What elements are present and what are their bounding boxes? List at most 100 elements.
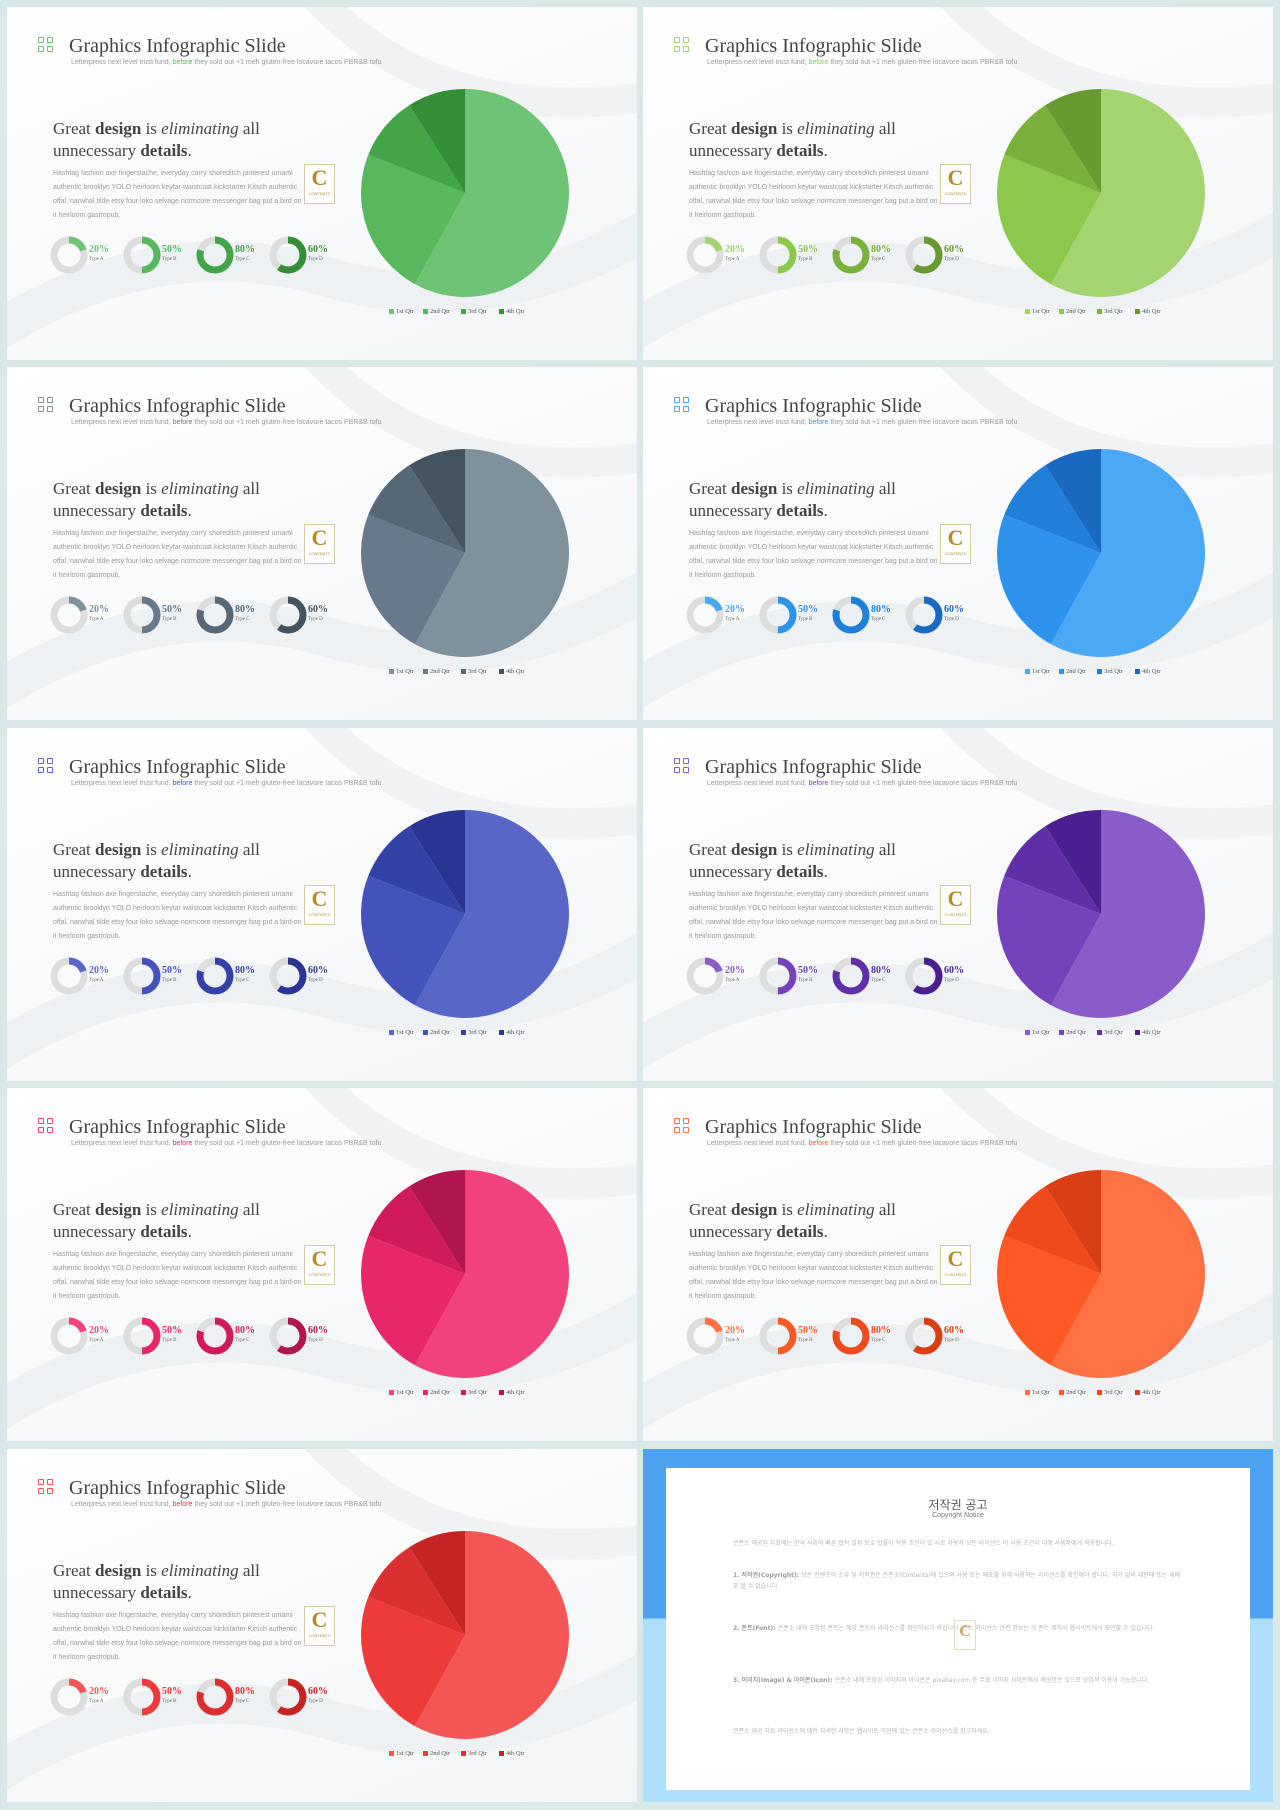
legend-label: 3rd Qtr	[1104, 668, 1123, 675]
contents-logo-badge: C CONTENTS	[940, 164, 971, 204]
headline: Great design is eliminating all unnecess…	[689, 840, 896, 881]
slide-title: Graphics Infographic Slide	[705, 395, 922, 417]
slide-blue[interactable]: Graphics Infographic Slide Letterpress n…	[643, 367, 1273, 720]
contents-logo-badge: C CONTENTS	[304, 885, 335, 925]
donut-percent: 20%	[725, 604, 745, 615]
donut-fill	[196, 1678, 234, 1716]
legend-swatch	[499, 309, 504, 315]
pie-slice-4	[409, 1170, 465, 1274]
legend-swatch	[499, 669, 504, 675]
donut-1: 20% Type A	[685, 235, 755, 277]
slide-purple[interactable]: Graphics Infographic Slide Letterpress n…	[643, 728, 1273, 1081]
notice-paragraph: 3. 이미지(Image) & 아이콘(Icon): 큰폰소 내에 포함된 이미…	[733, 1677, 1150, 1684]
slide-pink[interactable]: Graphics Infographic Slide Letterpress n…	[7, 1088, 637, 1441]
legend-label: 1st Qtr	[1032, 308, 1050, 315]
donut-2: 50% Type B	[122, 235, 192, 277]
subtitle-highlight: before	[172, 1140, 193, 1147]
pie-chart	[997, 810, 1205, 1018]
legend-swatch	[1135, 669, 1140, 675]
donut-type-label: Type A	[725, 257, 740, 262]
donut-type-label: Type A	[725, 978, 740, 983]
legend-label: 3rd Qtr	[468, 1389, 487, 1396]
donut-type-label: Type C	[235, 257, 250, 262]
pie-chart	[361, 1170, 569, 1378]
donut-percent: 80%	[871, 604, 891, 615]
donut-type-label: Type B	[798, 257, 813, 262]
legend-label: 1st Qtr	[396, 1750, 414, 1757]
legend-label: 4th Qtr	[506, 668, 525, 675]
donut-percent: 80%	[235, 1325, 255, 1336]
donut-percent: 50%	[162, 965, 182, 976]
donut-fill	[196, 957, 234, 995]
donut-percent: 60%	[944, 244, 964, 255]
grid-logo-icon	[38, 1118, 54, 1134]
legend-swatch	[423, 309, 428, 315]
donut-type-label: Type D	[308, 257, 323, 262]
donut-row: 20% Type A 50% Type B 80% Type C 60% Type D	[49, 956, 328, 998]
pie-slice-1	[1050, 810, 1205, 1018]
pie-slice-2	[997, 875, 1101, 1006]
headline: Great design is eliminating all unnecess…	[53, 1200, 260, 1241]
legend-label: 4th Qtr	[506, 1029, 525, 1036]
pie-slice-4	[409, 1531, 465, 1635]
legend-item: 1st Qtr	[389, 1029, 414, 1036]
legend-item: 3rd Qtr	[461, 668, 487, 675]
pie-slice-4	[1045, 449, 1101, 553]
pie-slice-4	[409, 89, 465, 193]
legend-item: 2nd Qtr	[1059, 308, 1086, 315]
slide-red[interactable]: Graphics Infographic Slide Letterpress n…	[7, 1449, 637, 1802]
slide-lime[interactable]: Graphics Infographic Slide Letterpress n…	[643, 7, 1273, 360]
slide-green[interactable]: Graphics Infographic Slide Letterpress n…	[7, 7, 637, 360]
donut-3: 80% Type C	[831, 956, 901, 998]
donut-row: 20% Type A 50% Type B 80% Type C 60% Type D	[685, 595, 964, 637]
slide-title: Graphics Infographic Slide	[69, 1116, 286, 1138]
donut-percent: 80%	[235, 965, 255, 976]
legend-swatch	[499, 1030, 504, 1036]
body-text: Hashtag fashion axe fingerstache, everyd…	[53, 1612, 302, 1661]
donut-fill	[832, 1317, 870, 1355]
donut-3: 80% Type C	[195, 1316, 265, 1358]
donut-percent: 50%	[162, 1686, 182, 1697]
pie-slice-3	[368, 105, 465, 193]
grid-logo-icon	[38, 397, 54, 413]
pie-chart	[997, 89, 1205, 297]
pie-slice-1	[1050, 449, 1205, 657]
grid-logo-icon	[674, 758, 690, 774]
headline: Great design is eliminating all unnecess…	[53, 840, 260, 881]
pie-slice-1	[1050, 1170, 1205, 1378]
donut-row: 20% Type A 50% Type B 80% Type C 60% Type D	[49, 235, 328, 277]
donut-2: 50% Type B	[122, 1677, 192, 1719]
pie-legend: 1st Qtr 2nd Qtr 3rd Qtr 4th Qtr	[389, 1029, 569, 1041]
donut-percent: 60%	[944, 604, 964, 615]
donut-fill	[269, 1317, 307, 1355]
donut-3: 80% Type C	[195, 956, 265, 998]
donut-percent: 20%	[89, 1686, 109, 1697]
slide-subtitle: Letterpress next level trust fund, befor…	[71, 780, 382, 787]
donut-fill	[832, 596, 870, 634]
legend-item: 3rd Qtr	[461, 1029, 487, 1036]
donut-percent: 50%	[798, 244, 818, 255]
legend-swatch	[423, 669, 428, 675]
copyright-notice-slide[interactable]: 저작권 공고 Copyright Notice 큰폰소 제공된 자료에는 한국 …	[643, 1449, 1273, 1802]
legend-swatch	[389, 669, 394, 675]
legend-swatch	[461, 669, 466, 675]
legend-item: 4th Qtr	[499, 1750, 525, 1757]
donut-fill	[759, 957, 797, 995]
legend-item: 3rd Qtr	[1097, 1029, 1123, 1036]
legend-label: 3rd Qtr	[1104, 1389, 1123, 1396]
donut-percent: 20%	[725, 244, 745, 255]
donut-3: 80% Type C	[831, 1316, 901, 1358]
donut-4: 60% Type D	[268, 1677, 338, 1719]
slide-slate[interactable]: Graphics Infographic Slide Letterpress n…	[7, 367, 637, 720]
contents-logo-badge: C CONTENTS	[940, 885, 971, 925]
slide-orange[interactable]: Graphics Infographic Slide Letterpress n…	[643, 1088, 1273, 1441]
legend-swatch	[1059, 1390, 1064, 1396]
legend-label: 2nd Qtr	[430, 1389, 451, 1396]
legend-item: 3rd Qtr	[461, 308, 487, 315]
donut-fill	[50, 1678, 88, 1716]
body-text: Hashtag fashion axe fingerstache, everyd…	[689, 170, 938, 219]
legend-item: 3rd Qtr	[461, 1389, 487, 1396]
slide-indigo[interactable]: Graphics Infographic Slide Letterpress n…	[7, 728, 637, 1081]
subtitle-highlight: before	[172, 419, 193, 426]
legend-label: 4th Qtr	[1142, 1029, 1161, 1036]
